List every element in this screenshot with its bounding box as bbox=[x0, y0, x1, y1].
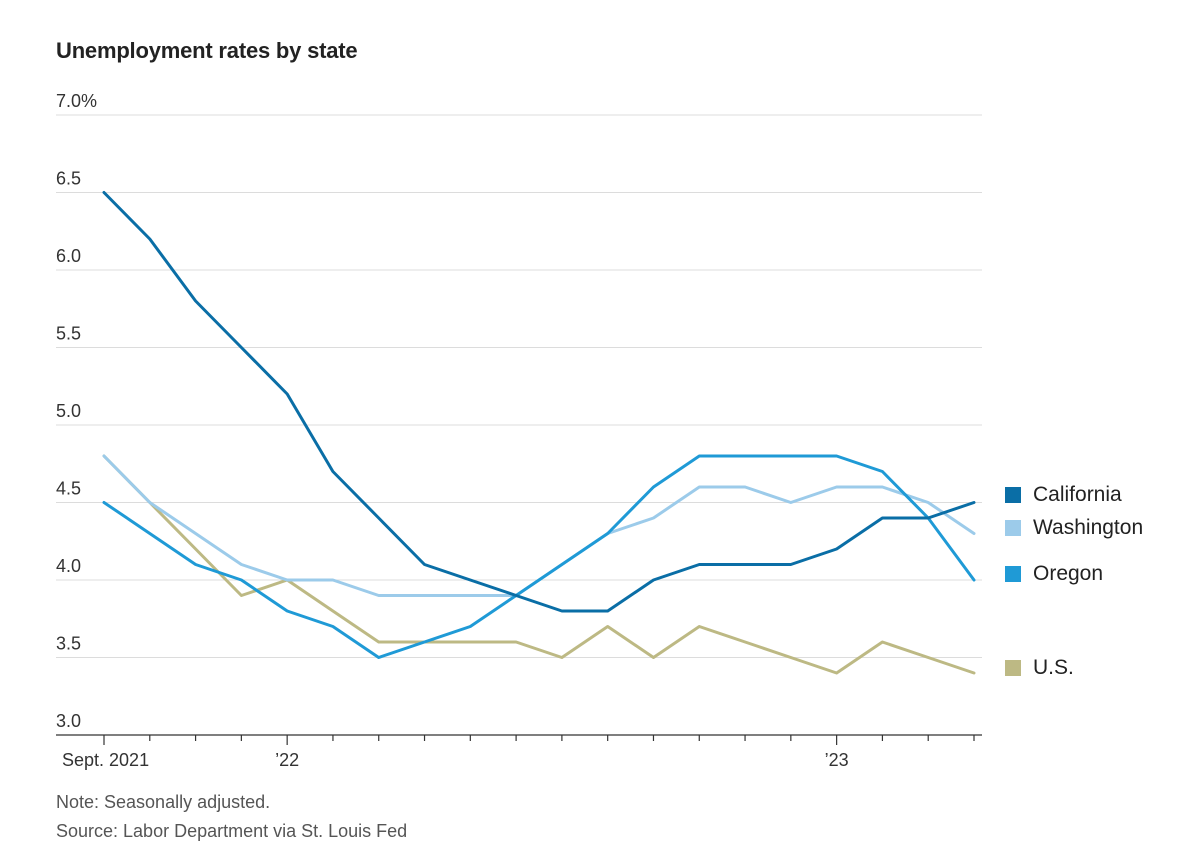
y-tick-label: 4.0 bbox=[56, 556, 81, 576]
legend-label-us: U.S. bbox=[1033, 656, 1074, 679]
legend-item-washington: Washington bbox=[1005, 516, 1143, 540]
chart-title: Unemployment rates by state bbox=[56, 38, 358, 63]
series-lines bbox=[102, 191, 976, 675]
x-tick-label: ’23 bbox=[825, 750, 849, 770]
y-tick-label: 5.5 bbox=[56, 324, 81, 344]
y-axis-tick-labels: 3.0 3.5 4.0 4.5 5.0 5.5 6.0 6.5 7.0% bbox=[56, 91, 97, 731]
legend-swatch-oregon bbox=[1005, 566, 1021, 582]
chart-source: Source: Labor Department via St. Louis F… bbox=[56, 821, 408, 841]
x-axis: Sept. 2021 ’22 ’23 bbox=[62, 735, 975, 770]
legend-label-california: California bbox=[1033, 483, 1122, 506]
y-tick-label: 5.0 bbox=[56, 401, 81, 421]
y-tick-label: 3.5 bbox=[56, 634, 81, 654]
series-line-washington bbox=[102, 454, 976, 597]
grid-lines bbox=[56, 114, 982, 736]
legend-swatch-washington bbox=[1005, 520, 1021, 536]
legend-label-washington: Washington bbox=[1033, 516, 1144, 539]
legend-label-oregon: Oregon bbox=[1033, 562, 1104, 585]
y-tick-label: 7.0% bbox=[56, 91, 97, 111]
chart-note: Note: Seasonally adjusted. bbox=[56, 792, 271, 812]
series-line-us bbox=[102, 454, 976, 675]
y-tick-label: 3.0 bbox=[56, 711, 81, 731]
x-tick-label: Sept. 2021 bbox=[62, 750, 149, 770]
legend-swatch-us bbox=[1005, 660, 1021, 676]
legend-swatch-california bbox=[1005, 487, 1021, 503]
legend-item-us: U.S. bbox=[1005, 656, 1074, 680]
y-tick-label: 4.5 bbox=[56, 479, 81, 499]
y-tick-label: 6.5 bbox=[56, 169, 81, 189]
legend-item-california: California bbox=[1005, 483, 1122, 507]
x-tick-label: ’22 bbox=[275, 750, 299, 770]
y-tick-label: 6.0 bbox=[56, 246, 81, 266]
legend-item-oregon: Oregon bbox=[1005, 562, 1103, 586]
series-line-oregon bbox=[102, 454, 976, 659]
series-line-california bbox=[102, 191, 976, 613]
